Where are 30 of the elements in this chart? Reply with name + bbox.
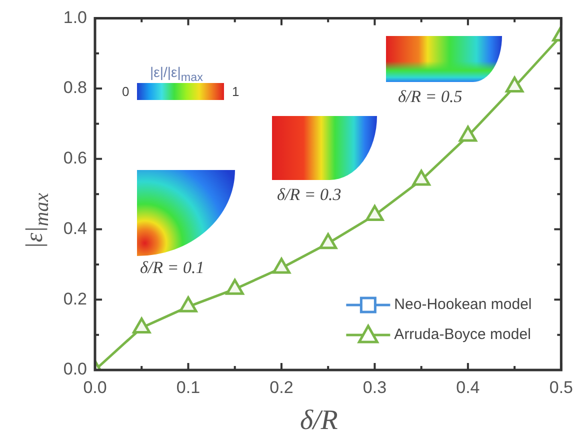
x-tick-label: 0.1 — [176, 378, 200, 397]
x-tick-label: 0.5 — [549, 378, 574, 397]
annotation: δ/R = 0.1 — [140, 258, 204, 278]
annotation: 0 — [122, 84, 130, 99]
y-tick-label: 0.6 — [63, 148, 87, 168]
x-tick-label: 0.0 — [83, 378, 107, 397]
point — [319, 233, 338, 250]
y-tick-label: 0.8 — [63, 78, 87, 98]
x-tick-label: 0.2 — [270, 378, 294, 397]
annotation: 1 — [232, 84, 240, 99]
annotation: δ/R = 0.5 — [398, 87, 462, 107]
x-axis-title: δ/R — [300, 405, 338, 437]
y-tick-label: 1.0 — [63, 8, 87, 27]
point — [506, 76, 524, 93]
annotation: δ/R = 0.3 — [277, 185, 342, 205]
x-tick-label: 0.3 — [362, 378, 387, 397]
legend-label: Neo-Hookean model — [394, 296, 532, 314]
point — [179, 296, 198, 312]
point — [366, 204, 384, 221]
point — [458, 126, 477, 142]
annotation: |ε|/|ε|$_{max}$ — [150, 64, 203, 84]
point — [412, 170, 430, 186]
point — [132, 318, 151, 334]
y-tick-label: 0.0 — [63, 360, 87, 379]
x-tick-label: 0.4 — [456, 378, 480, 397]
point — [226, 278, 244, 295]
legend-label: Arruda-Boyce model — [394, 326, 531, 344]
y-tick-label: 0.4 — [63, 218, 87, 238]
y-tick-label: 0.2 — [63, 289, 87, 308]
point — [272, 258, 291, 274]
